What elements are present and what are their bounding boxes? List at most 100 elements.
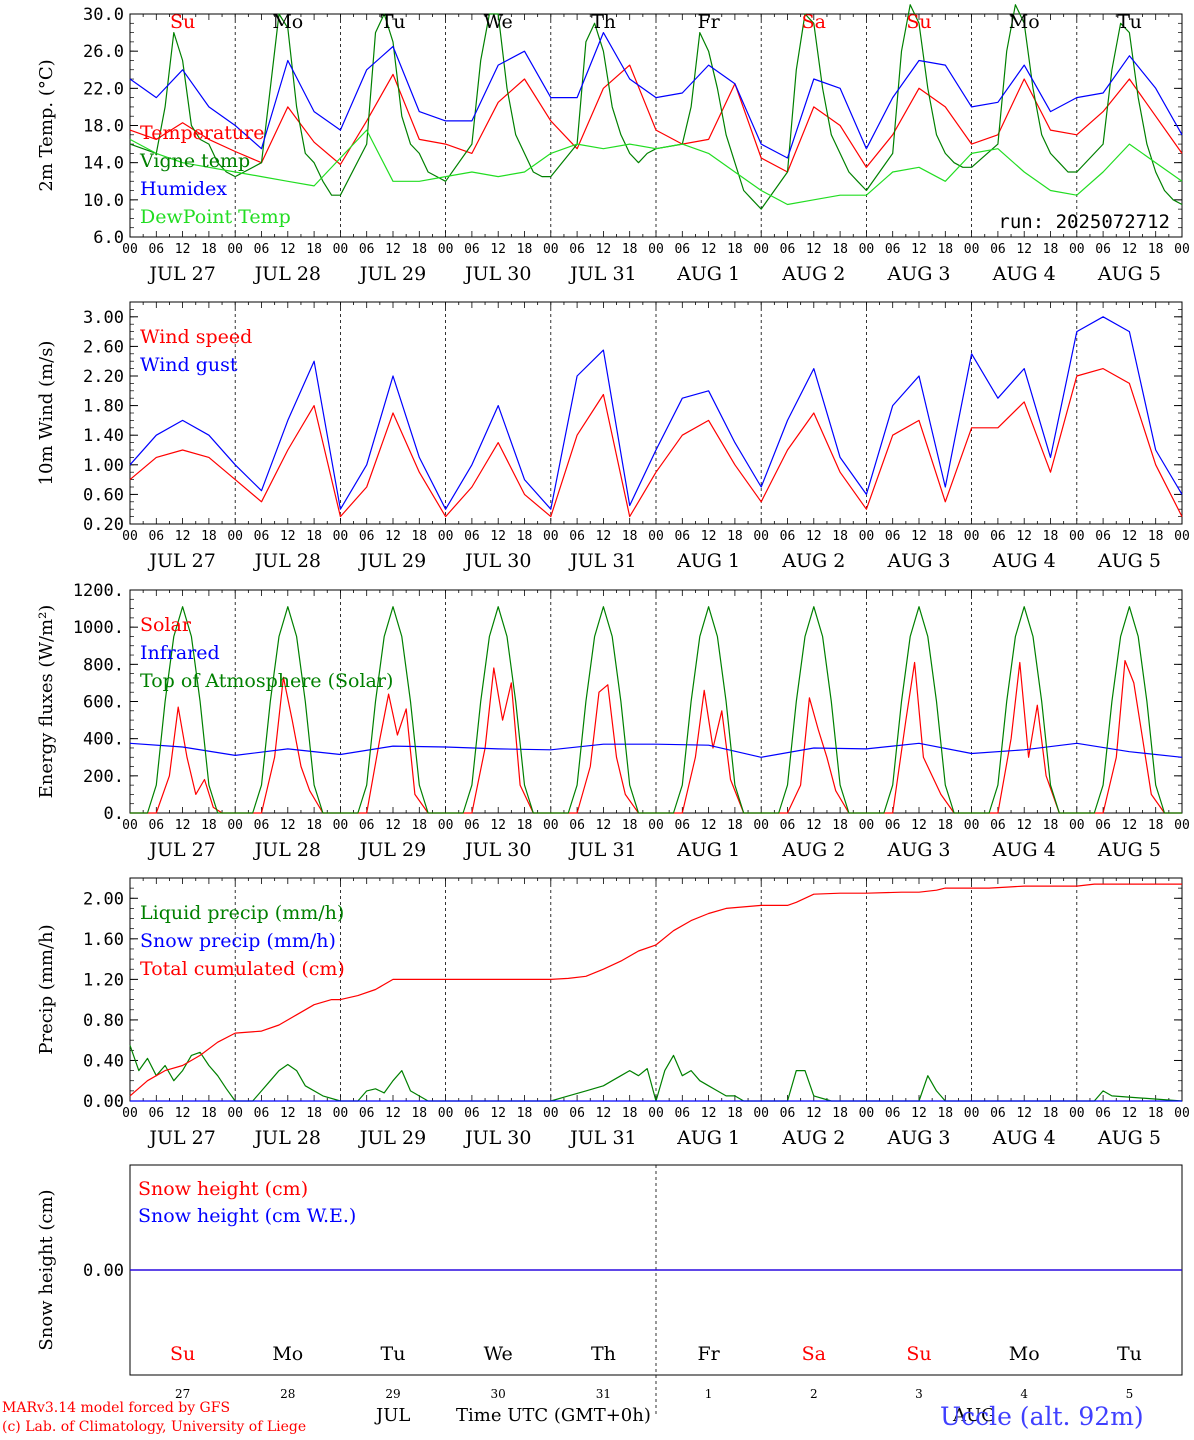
y-tick-label: 2.20 <box>83 367 124 387</box>
hour-tick-label: 12 <box>911 818 927 833</box>
hour-tick-label: 12 <box>1016 818 1032 833</box>
y-tick-label: 18.0 <box>83 117 124 137</box>
date-label: JUL 30 <box>463 839 531 861</box>
date-label: JUL 29 <box>358 839 426 861</box>
legend-snow-height-cm-w-e-: Snow height (cm W.E.) <box>138 1205 356 1227</box>
series-line-top-of-atmosphere-solar- <box>130 606 1182 814</box>
y-tick-label: 1.00 <box>83 456 124 476</box>
hour-tick-label: 00 <box>543 818 559 833</box>
hour-tick-label: 18 <box>727 818 743 833</box>
weekday-label: Tu <box>381 11 406 33</box>
y-tick-label: 22.0 <box>83 79 124 99</box>
series-line-humidex <box>129 31 1183 159</box>
hour-tick-label: 00 <box>964 818 980 833</box>
y-tick-label: 400. <box>83 730 124 750</box>
hour-tick-label: 12 <box>280 1106 296 1121</box>
hour-tick-label: 18 <box>517 818 533 833</box>
hour-tick-label: 06 <box>1095 529 1111 544</box>
hour-tick-label: 00 <box>1069 818 1085 833</box>
hour-tick-label: 00 <box>964 242 980 257</box>
legend-top-of-atmosphere-solar-: Top of Atmosphere (Solar) <box>140 670 393 692</box>
hour-tick-label: 06 <box>674 818 690 833</box>
date-label: JUL 30 <box>463 550 531 572</box>
hour-tick-label: 18 <box>411 242 427 257</box>
hour-tick-label: 00 <box>438 242 454 257</box>
hour-tick-label: 18 <box>306 242 322 257</box>
hour-tick-label: 12 <box>280 529 296 544</box>
hour-tick-label: 00 <box>438 1106 454 1121</box>
hour-tick-label: 12 <box>490 242 506 257</box>
day-number-label: 28 <box>280 1387 295 1401</box>
hour-tick-label: 00 <box>543 242 559 257</box>
y-axis-title: Snow height (cm) <box>36 1189 57 1350</box>
hour-tick-label: 18 <box>1148 242 1164 257</box>
day-number-label: 30 <box>491 1387 506 1401</box>
hour-tick-label: 12 <box>175 818 191 833</box>
y-axis-title: Energy fluxes (W/m²) <box>36 605 57 799</box>
date-label: AUG 4 <box>992 263 1056 285</box>
hour-tick-label: 06 <box>1095 818 1111 833</box>
hour-tick-label: 12 <box>175 242 191 257</box>
x-axis-title: Time UTC (GMT+0h) <box>456 1405 651 1426</box>
weekday-label: We <box>484 11 513 33</box>
weekday-label: Mo <box>272 1343 303 1365</box>
hour-tick-label: 06 <box>885 529 901 544</box>
hour-tick-label: 18 <box>201 529 217 544</box>
hour-tick-label: 18 <box>1043 818 1059 833</box>
hour-tick-label: 18 <box>1043 529 1059 544</box>
hour-tick-label: 00 <box>859 242 875 257</box>
date-label: JUL 31 <box>568 839 636 861</box>
hour-tick-label: 12 <box>806 529 822 544</box>
y-tick-label: 1.20 <box>83 970 124 990</box>
hour-tick-label: 06 <box>148 1106 164 1121</box>
hour-tick-label: 12 <box>280 242 296 257</box>
hour-tick-label: 12 <box>1122 1106 1138 1121</box>
date-label: JUL 31 <box>568 263 636 285</box>
legend-solar: Solar <box>140 614 192 636</box>
hour-tick-label: 18 <box>201 818 217 833</box>
hour-tick-label: 18 <box>306 1106 322 1121</box>
date-label: JUL 27 <box>147 263 215 285</box>
date-label: AUG 5 <box>1097 263 1161 285</box>
hour-tick-label: 06 <box>464 818 480 833</box>
hour-tick-label: 18 <box>937 529 953 544</box>
month-label-aug: AUG <box>953 1405 996 1426</box>
legend-temperature: Temperature <box>140 122 264 144</box>
legend-snow-precip-mm-h-: Snow precip (mm/h) <box>140 930 336 952</box>
date-label: JUL 28 <box>253 263 321 285</box>
hour-tick-label: 06 <box>780 242 796 257</box>
y-tick-label: 1.80 <box>83 397 124 417</box>
day-number-label: 29 <box>385 1387 400 1401</box>
hour-tick-label: 00 <box>859 1106 875 1121</box>
hour-tick-label: 18 <box>622 818 638 833</box>
hour-tick-label: 00 <box>964 529 980 544</box>
date-label: JUL 27 <box>147 550 215 572</box>
date-label: JUL 29 <box>358 550 426 572</box>
date-label: AUG 4 <box>992 839 1056 861</box>
hour-tick-label: 12 <box>385 242 401 257</box>
hour-tick-label: 12 <box>1016 242 1032 257</box>
hour-tick-label: 06 <box>780 818 796 833</box>
hour-tick-label: 06 <box>885 1106 901 1121</box>
hour-tick-label: 12 <box>596 529 612 544</box>
hour-tick-label: 00 <box>648 818 664 833</box>
weekday-label: Tu <box>1117 11 1142 33</box>
date-label: AUG 2 <box>781 550 845 572</box>
day-number-label: 27 <box>175 1387 190 1401</box>
weekday-label: Tu <box>1117 1343 1142 1365</box>
hour-tick-label: 06 <box>148 529 164 544</box>
model-credit-line-2: (c) Lab. of Climatology, University of L… <box>2 1419 307 1435</box>
weekday-label: Sa <box>802 11 826 33</box>
hour-tick-label: 18 <box>306 529 322 544</box>
hour-tick-label: 06 <box>1095 1106 1111 1121</box>
hour-tick-label: 18 <box>727 529 743 544</box>
hour-tick-label: 06 <box>990 1106 1006 1121</box>
hour-tick-label: 06 <box>780 1106 796 1121</box>
weekday-label: Su <box>906 11 931 33</box>
legend-vigne-temp: Vigne temp <box>139 150 250 172</box>
weekday-label: Th <box>591 1343 616 1365</box>
hour-tick-label: 06 <box>464 529 480 544</box>
hour-tick-label: 06 <box>569 529 585 544</box>
hour-tick-label: 00 <box>122 1106 138 1121</box>
